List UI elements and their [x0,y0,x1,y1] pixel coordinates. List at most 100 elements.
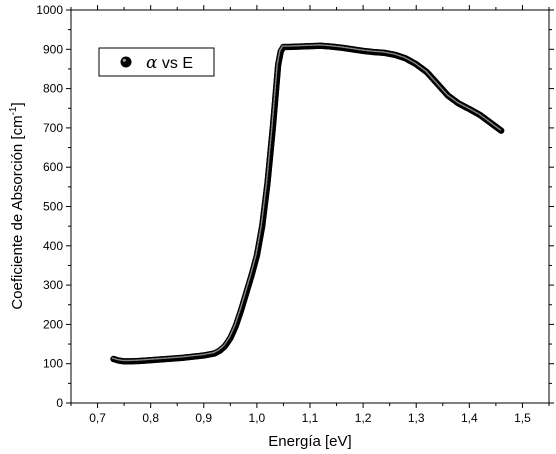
data-point-highlight [238,311,240,314]
data-point-highlight [259,229,262,232]
x-tick-label: 1,1 [302,411,319,425]
x-tick-label: 0,9 [195,411,212,425]
data-point-highlight [210,352,212,354]
data-point-highlight [263,201,265,204]
data-point-highlight [276,67,278,70]
data-point-highlight [240,305,242,307]
data-point-highlight [167,357,170,359]
data-point-highlight [265,182,268,185]
data-point-highlight [275,74,278,76]
data-point-highlight [348,47,350,49]
data-point-highlight [265,185,267,187]
data-point-highlight [142,358,144,361]
legend-marker-icon [120,56,132,68]
y-tick-label: 1000 [36,3,63,17]
data-point-highlight [245,288,247,291]
data-point-highlight [333,45,336,47]
data-point-highlight [383,51,386,53]
data-point-highlight [258,235,261,237]
data-point-highlight [246,283,249,286]
data-point-highlight [275,75,277,78]
data-point-highlight [342,46,345,49]
data-point-highlight [271,126,273,128]
y-axis-title-superscript: -1 [8,106,19,115]
data-point-highlight [461,104,464,106]
data-point-highlight [264,193,266,195]
data-point-highlight [244,292,246,295]
data-point-highlight [306,44,309,47]
data-point-highlight [256,247,259,249]
data-point-highlight [390,52,393,55]
data-point-highlight [272,113,274,116]
data-point-highlight [358,48,361,51]
data-point-highlight [269,139,272,142]
data-point-highlight [362,49,365,51]
data-point-highlight [141,359,143,361]
data-point-highlight [174,356,176,359]
data-point-highlight [223,344,225,346]
data-point-highlight [176,356,179,359]
data-point-highlight [154,358,156,360]
data-point-highlight [357,48,360,51]
data-point-highlight [334,45,337,48]
data-point-highlight [278,53,280,55]
data-point-highlight [472,109,474,112]
data-point-highlight [264,192,267,194]
data-point-highlight [332,45,334,47]
data-point-highlight [289,45,292,47]
data-point-highlight [269,146,271,149]
data-point-highlight [464,105,466,108]
data-point-highlight [266,175,268,178]
data-point-highlight [129,359,131,362]
data-point-highlight [258,233,261,236]
data-point-highlight [204,353,207,355]
y-tick-label: 0 [56,396,63,410]
y-axis-ticks [66,9,554,404]
data-point-highlight [137,359,139,361]
data-point-highlight [330,45,333,47]
data-point-highlight [268,156,270,159]
data-point-highlight [407,58,410,61]
data-point-highlight [300,44,302,47]
data-point-highlight [236,318,238,320]
data-point-highlight [257,243,259,245]
data-point-highlight [475,111,478,114]
data-point-highlight [239,308,241,311]
data-point-highlight [266,171,269,174]
data-point-highlight [385,51,387,54]
data-point-highlight [369,50,371,52]
legend-label: α vs E [146,53,193,73]
data-point-highlight [265,186,267,189]
data-point-highlight [391,52,394,55]
data-point-highlight [276,62,279,64]
data-point-highlight [265,181,268,183]
data-point-highlight [270,133,273,135]
data-point-highlight [178,356,180,358]
x-tick-label: 1,0 [249,411,266,425]
data-point-highlight [262,204,265,206]
data-point-highlight [225,340,228,343]
data-point-highlight [274,83,277,86]
data-point-highlight [305,44,308,47]
data-point-highlight [241,301,244,303]
data-point-highlight [260,227,262,229]
data-point-highlight [499,128,502,131]
data-point-highlight [270,128,273,131]
data-point-highlight [267,167,269,170]
y-tick-label: 800 [43,82,63,96]
data-point-highlight [275,68,278,71]
data-point-highlight [258,237,260,240]
data-point-highlight [273,97,276,100]
data-point-highlight [313,44,316,46]
data-point-highlight [370,50,373,52]
data-point-highlight [146,358,148,361]
data-point-highlight [166,357,168,359]
data-point-highlight [287,45,289,47]
data-point-highlight [241,300,244,302]
data-point-highlight [275,71,278,74]
data-point-highlight [179,356,182,358]
data-point-highlight [255,252,258,255]
data-point-highlight [261,219,263,221]
x-axis-ticks [70,5,550,408]
data-point-highlight [301,44,304,47]
